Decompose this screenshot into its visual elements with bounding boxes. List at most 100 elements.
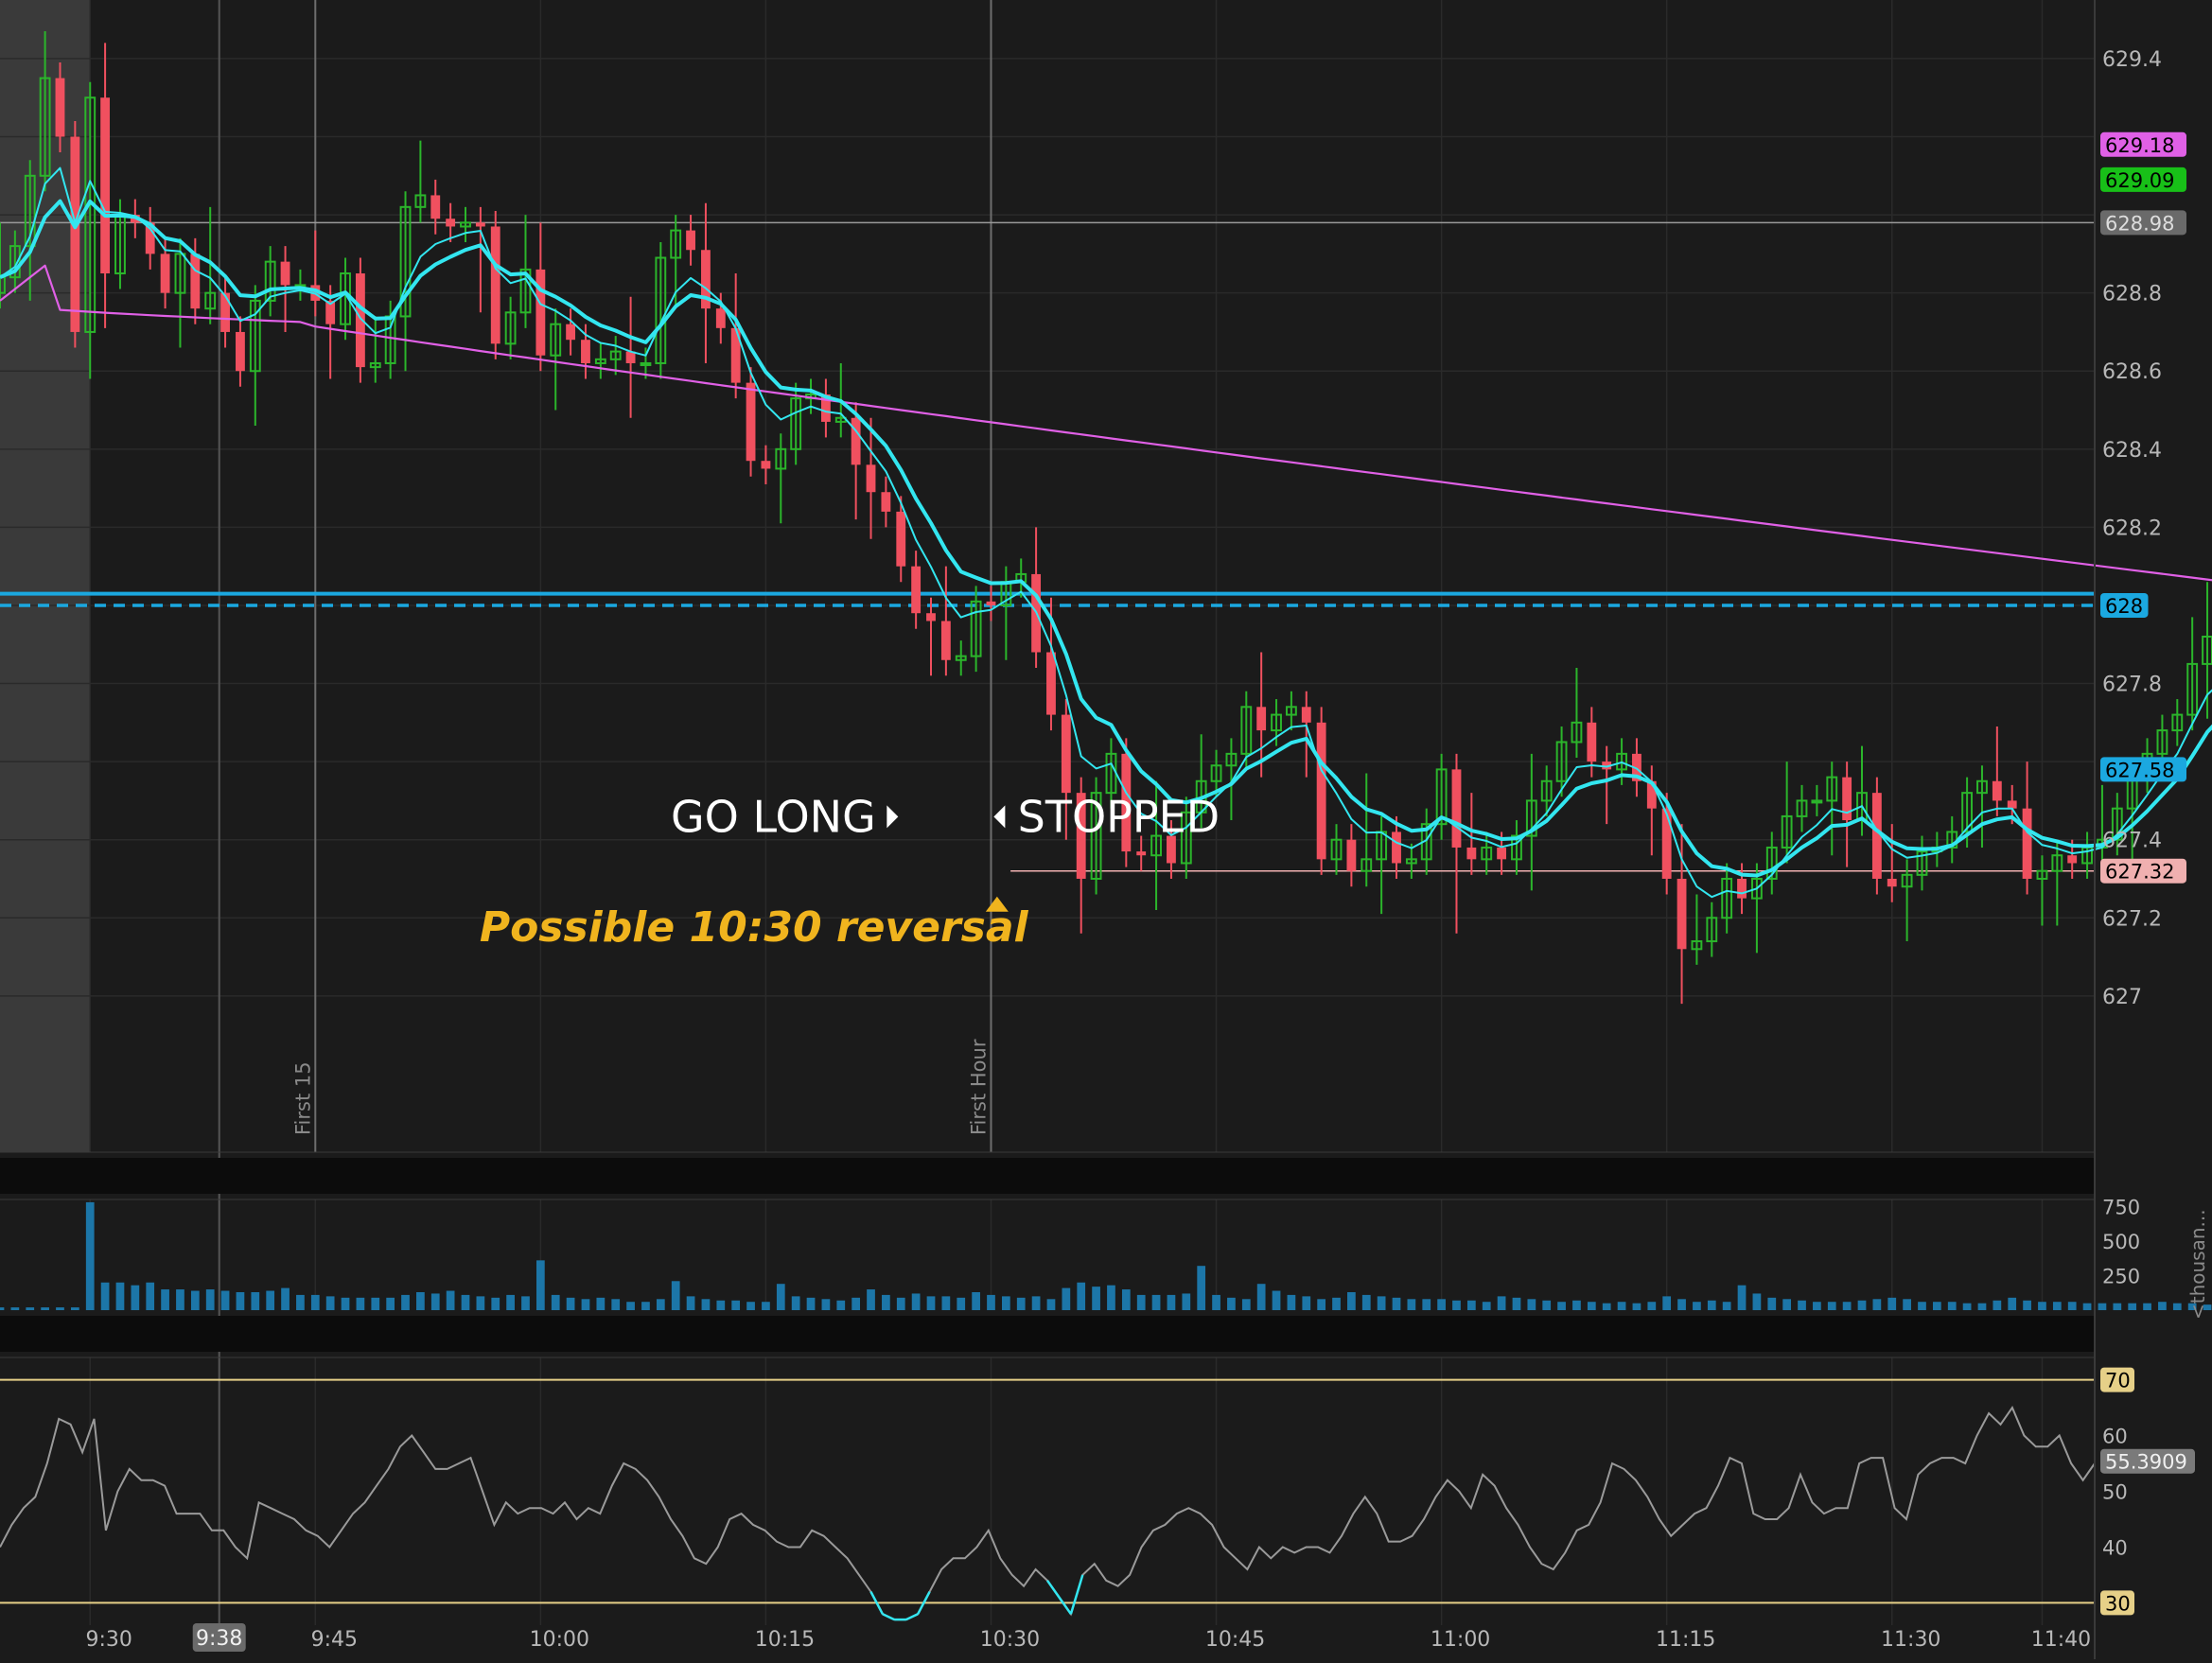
candle-body	[730, 327, 741, 383]
candle-body	[640, 361, 652, 366]
volume-tick-label: 500	[2102, 1231, 2140, 1253]
price-badge	[2100, 131, 2186, 157]
ema-fast-line	[0, 166, 2212, 899]
candle-body	[1150, 834, 1162, 857]
candle	[550, 308, 562, 411]
rsi-band-badge-label: 70	[2105, 1370, 2131, 1392]
price-badge-label: 627.32	[2105, 861, 2174, 884]
volume-bar	[1662, 1296, 1672, 1310]
candle-body	[851, 417, 861, 465]
volume-bar	[2128, 1303, 2137, 1310]
volume-bar	[430, 1293, 440, 1310]
volume-bar	[1136, 1294, 1146, 1310]
volume-bar	[686, 1296, 695, 1310]
volume-bar	[190, 1290, 200, 1310]
candle-body	[1571, 721, 1583, 744]
volume-bar	[821, 1299, 831, 1310]
candle-body	[1750, 877, 1763, 900]
candle	[70, 120, 80, 348]
volume-bar	[1903, 1299, 1911, 1310]
rsi-value-badge	[2100, 1448, 2195, 1474]
candle-body	[896, 511, 906, 567]
candle-body	[1992, 780, 2002, 801]
volume-bar	[1977, 1303, 1987, 1310]
volume-bar	[1347, 1291, 1356, 1310]
study-lines	[0, 166, 2212, 899]
candle-body	[970, 600, 982, 657]
candle-body	[940, 621, 951, 660]
candle-body	[55, 78, 65, 137]
candle-body	[236, 331, 245, 372]
candle-body	[1285, 706, 1297, 716]
candle-body	[1076, 793, 1086, 879]
time-tick-label: 10:45	[1205, 1628, 1265, 1652]
volume-bar	[236, 1291, 245, 1310]
candle	[1330, 824, 1343, 875]
volume-bar	[1392, 1297, 1401, 1310]
candle-body	[775, 447, 787, 470]
price-badge-label: 628.98	[2105, 212, 2174, 235]
candle-body	[2156, 729, 2168, 755]
candle-body	[1871, 793, 1882, 879]
candle-body	[1136, 851, 1147, 856]
candle	[1737, 863, 1747, 915]
volume-bar	[100, 1282, 110, 1310]
rsi-line	[0, 1406, 2096, 1621]
candle-body	[1511, 834, 1522, 861]
candle	[1392, 815, 1401, 879]
candle-body	[460, 221, 471, 228]
volume-bar	[941, 1296, 951, 1310]
price-badge	[2100, 757, 2186, 782]
candle	[325, 285, 336, 379]
candle	[535, 222, 546, 372]
volume-bar	[1767, 1297, 1777, 1310]
rsi-oversold-segment	[917, 1591, 931, 1615]
candle	[1210, 749, 1222, 797]
candle	[2171, 699, 2184, 746]
candle	[1721, 863, 1733, 934]
volume-bar	[2187, 1303, 2197, 1310]
candle	[1121, 738, 1132, 867]
candle-body	[446, 219, 456, 227]
rsi-tick-label: 50	[2102, 1481, 2128, 1504]
candle-body	[566, 324, 576, 341]
candle-body	[2111, 807, 2123, 841]
candle	[970, 586, 982, 673]
candle	[1136, 835, 1147, 871]
volume-bar	[296, 1294, 305, 1310]
price-tick-label: 628.8	[2102, 283, 2162, 306]
volume-bar	[2082, 1303, 2092, 1310]
candle	[355, 257, 365, 383]
volume-tick-label: 750	[2102, 1196, 2140, 1218]
candle-body	[84, 96, 97, 333]
candle	[1150, 780, 1162, 911]
candle-body	[100, 97, 111, 274]
volume-bar	[491, 1297, 500, 1310]
volume-bar	[2008, 1297, 2017, 1310]
volume-bar	[551, 1294, 560, 1310]
candle	[581, 324, 590, 379]
volume-bar	[325, 1296, 335, 1310]
candle-body	[1481, 846, 1493, 861]
candle	[1090, 777, 1102, 895]
volume-bar	[1602, 1303, 1611, 1310]
volume-bar	[115, 1282, 125, 1310]
volume-bar	[1722, 1302, 1731, 1310]
volume-bar	[1993, 1300, 2002, 1310]
candle	[1901, 859, 1913, 942]
volume-bar	[1632, 1303, 1641, 1310]
volume-bar	[1677, 1299, 1686, 1310]
candle-body	[504, 311, 517, 345]
candle-body	[519, 268, 532, 314]
candle	[1992, 726, 2002, 816]
candle-body	[1240, 706, 1253, 755]
candle	[1602, 745, 1612, 825]
volume-bar	[416, 1291, 425, 1310]
triangle-up-icon	[985, 896, 1009, 912]
candle	[174, 237, 186, 348]
volume-bar	[987, 1294, 995, 1310]
candle-body	[761, 461, 771, 469]
candle-body	[24, 174, 36, 248]
